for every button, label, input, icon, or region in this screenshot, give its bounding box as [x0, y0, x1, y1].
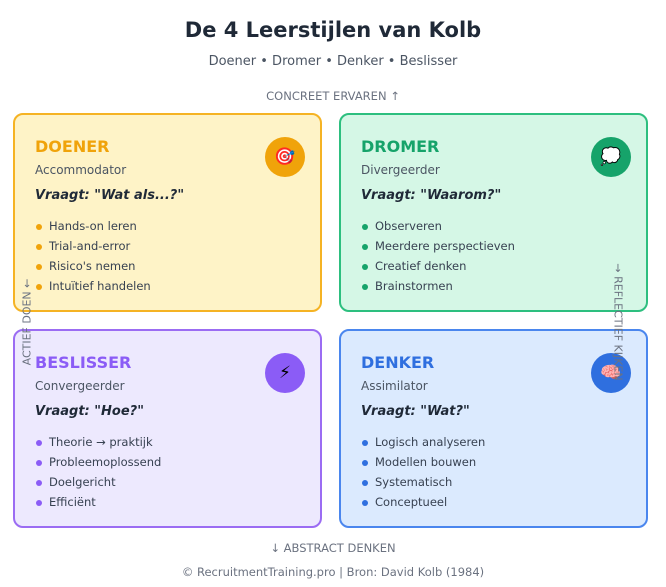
quadrant-subtitle: Accommodator — [35, 163, 127, 177]
footer: © RecruitmentTraining.pro | Bron: David … — [181, 565, 485, 579]
list-item: Creatief denken — [375, 259, 467, 273]
list-item: Theorie → praktijk — [49, 435, 153, 449]
bullet — [362, 244, 368, 250]
quadrant-subtitle: Divergeerder — [361, 163, 440, 177]
subtitle: Doener • Dromer • Denker • Beslisser — [208, 54, 458, 69]
bullet — [36, 480, 42, 486]
list-item: Brainstormen — [375, 279, 453, 293]
bullet — [36, 244, 42, 250]
list-item: Systematisch — [375, 475, 453, 489]
axis-label: → REFLECTIEF KIJKEN — [611, 263, 625, 381]
list-item: Doelgericht — [49, 475, 116, 489]
list-item: Hands-on leren — [49, 219, 137, 233]
list-item: Efficiënt — [49, 495, 96, 509]
bullet — [36, 224, 42, 230]
quadrant-question: Vraagt: "Hoe?" — [35, 404, 144, 419]
quadrant-icon: 🧠 — [591, 353, 631, 393]
quadrant-question: Vraagt: "Wat?" — [361, 404, 470, 419]
quadrant-question: Vraagt: "Wat als...?" — [35, 188, 185, 203]
bullet — [362, 500, 368, 506]
quadrant-card: BESLISSER Convergeerder Vraagt: "Hoe?" ⚡ The… — [13, 329, 322, 528]
quadrant-icon: ⚡ — [265, 353, 305, 393]
quadrant-title: DOENER — [35, 137, 110, 156]
list-item: Logisch analyseren — [375, 435, 486, 449]
bullet — [362, 440, 368, 446]
axis-label: ACTIEF DOEN ← — [20, 278, 34, 366]
list-item: Trial-and-error — [49, 239, 131, 253]
quadrant-subtitle: Assimilator — [361, 379, 428, 393]
list-item: Modellen bouwen — [375, 455, 477, 469]
quadrant-title: DROMER — [361, 137, 440, 156]
quadrant-card: DROMER Divergeerder Vraagt: "Waarom?" 💭 Obse… — [339, 113, 648, 312]
bullet — [36, 440, 42, 446]
list-item: Meerdere perspectieven — [375, 239, 515, 253]
quadrant-subtitle: Convergeerder — [35, 379, 125, 393]
quadrant-card: DENKER Assimilator Vraagt: "Wat?" 🧠 Logisch … — [339, 329, 648, 528]
axis-label: ↓ ABSTRACT DENKEN — [270, 541, 396, 555]
bullet — [36, 264, 42, 270]
bullet — [362, 480, 368, 486]
bullet — [36, 284, 42, 290]
bullet — [362, 224, 368, 230]
quadrant-card: DOENER Accommodator Vraagt: "Wat als...?" 🎯… — [13, 113, 322, 312]
list-item: Observeren — [375, 219, 442, 233]
list-item: Intuïtief handelen — [49, 279, 151, 293]
list-item: Probleemoplossend — [49, 455, 162, 469]
quadrant-title: DENKER — [361, 353, 435, 372]
bullet — [36, 460, 42, 466]
quadrant-title: BESLISSER — [35, 353, 132, 372]
quadrant-icon: 🎯 — [265, 137, 305, 177]
quadrant-question: Vraagt: "Waarom?" — [361, 188, 502, 203]
bullet — [36, 500, 42, 506]
axis-label: CONCREET ERVAREN ↑ — [266, 89, 400, 103]
list-item: Conceptueel — [375, 495, 448, 509]
list-item: Risico's nemen — [49, 259, 136, 273]
bullet — [362, 264, 368, 270]
bullet — [362, 284, 368, 290]
title: De 4 Leerstijlen van Kolb — [184, 18, 482, 42]
quadrant-icon: 💭 — [591, 137, 631, 177]
bullet — [362, 460, 368, 466]
